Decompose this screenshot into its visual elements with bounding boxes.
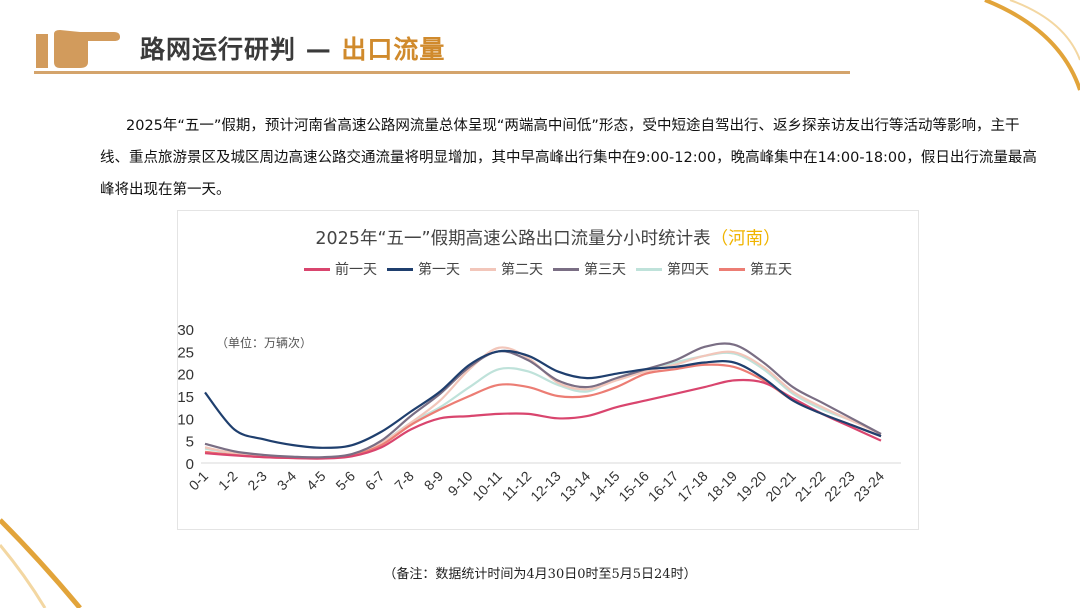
x-tick-label: 7-8 — [391, 468, 417, 494]
x-tick-label: 23-24 — [850, 468, 887, 505]
series-line-第四天 — [204, 351, 882, 459]
legend-label: 第三天 — [584, 262, 626, 278]
chart-title-text: 2025年“五一”假期高速公路出口流量分小时统计表 — [315, 229, 711, 249]
legend-swatch — [304, 267, 330, 271]
x-tick-label: 3-4 — [274, 468, 300, 494]
legend-label: 第二天 — [501, 262, 543, 278]
pointing-hand-icon — [36, 30, 120, 68]
legend-swatch — [719, 267, 745, 271]
legend-item: 第三天 — [553, 259, 626, 279]
chart-legend: 前一天 第一天 第二天 第三天 第四天 第五天 — [178, 259, 918, 279]
x-tick-label: 12-13 — [527, 468, 564, 505]
x-tick-label: 11-12 — [499, 468, 535, 504]
y-tick-label: 15 — [178, 389, 194, 406]
x-tick-label: 15-16 — [615, 468, 652, 505]
x-tick-label: 13-14 — [557, 468, 594, 505]
x-tick-label: 2-3 — [244, 468, 270, 494]
legend-item: 第四天 — [636, 259, 709, 279]
header-divider — [34, 71, 850, 74]
x-tick-label: 5-6 — [332, 468, 358, 494]
legend-swatch — [553, 267, 579, 271]
title-accent: 出口流量 — [341, 35, 446, 64]
legend-swatch — [470, 267, 496, 271]
y-tick-label: 30 — [178, 322, 194, 339]
chart-container: 2025年“五一”假期高速公路出口流量分小时统计表（河南） 前一天 第一天 第二天 第… — [177, 210, 919, 530]
x-tick-label: 8-9 — [421, 468, 447, 494]
legend-label: 第四天 — [667, 262, 709, 278]
x-tick-label: 1-2 — [215, 468, 241, 494]
series-line-前一天 — [204, 378, 882, 460]
chart-title: 2025年“五一”假期高速公路出口流量分小时统计表（河南） — [178, 225, 918, 250]
chart-title-region: （河南） — [710, 229, 781, 249]
legend-label: 前一天 — [335, 262, 377, 278]
legend-item: 第二天 — [470, 259, 543, 279]
x-tick-label: 6-7 — [362, 468, 388, 494]
y-tick-label: 25 — [178, 344, 194, 361]
legend-item: 第一天 — [387, 259, 460, 279]
legend-label: 第五天 — [750, 262, 792, 278]
unit-label: （单位：万辆次） — [216, 335, 312, 350]
legend-item: 第五天 — [719, 259, 792, 279]
legend-item: 前一天 — [304, 259, 377, 279]
x-tick-label: 22-23 — [821, 468, 858, 505]
x-tick-label: 14-15 — [586, 468, 623, 505]
y-tick-label: 10 — [178, 411, 194, 428]
footnote: （备注：数据统计时间为4月30日0时至5月5日24时） — [383, 567, 697, 582]
legend-swatch — [636, 267, 662, 271]
title-main: 路网运行研判 — — [140, 35, 342, 64]
series-line-第一天 — [204, 349, 882, 449]
x-tick-label: 16-17 — [645, 468, 682, 505]
x-tick-label: 10-11 — [469, 468, 505, 504]
x-tick-label: 18-19 — [704, 468, 741, 505]
y-tick-label: 5 — [186, 434, 194, 451]
x-tick-label: 19-20 — [733, 468, 770, 505]
x-tick-label: 20-21 — [762, 468, 799, 505]
x-tick-label: 21-22 — [792, 468, 829, 505]
y-tick-label: 0 — [186, 456, 194, 473]
x-tick-label: 4-5 — [303, 468, 329, 494]
legend-label: 第一天 — [418, 262, 460, 278]
legend-swatch — [387, 267, 413, 271]
intro-paragraph: 2025年“五一”假期，预计河南省高速公路网流量总体呈现“两端高中间低”形态，受… — [100, 118, 1037, 198]
series-line-第三天 — [204, 342, 882, 459]
page-title: 路网运行研判 — 出口流量 — [140, 30, 445, 66]
x-tick-label: 17-18 — [674, 468, 711, 505]
y-tick-label: 20 — [178, 367, 194, 384]
